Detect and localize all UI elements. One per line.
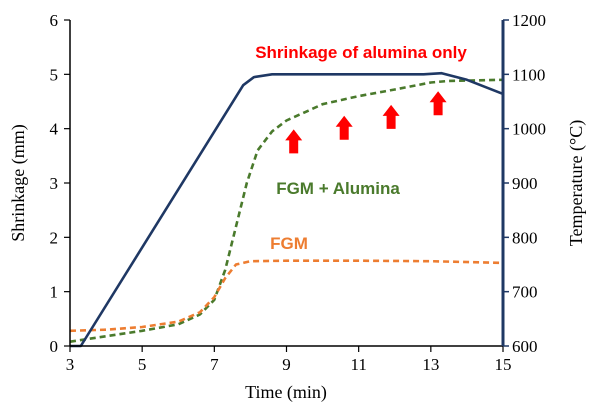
y2-tick-label: 900 <box>512 174 538 193</box>
y-tick-label: 5 <box>50 65 59 84</box>
y2-tick-label: 1100 <box>512 65 545 84</box>
annotation-alumina-only: Shrinkage of alumina only <box>255 43 467 62</box>
x-tick-label: 15 <box>495 355 512 374</box>
x-axis-title: Time (min) <box>245 382 327 402</box>
y2-tick-label: 700 <box>512 283 538 302</box>
red-up-arrow <box>285 129 303 154</box>
y-tick-label: 2 <box>50 228 59 247</box>
y-tick-label: 4 <box>50 120 59 139</box>
y-axis-title: Shrinkage (mm) <box>8 124 29 241</box>
red-up-arrow <box>335 115 353 140</box>
series-line-0 <box>69 78 504 343</box>
y2-tick-label: 800 <box>512 228 538 247</box>
y2-tick-label: 1200 <box>512 11 546 30</box>
x-tick-label: 11 <box>350 355 366 374</box>
ticks-layer: 3 5 7 9 11 13 15 0 1 2 3 4 5 6 600 700 800 900 1000 1100 120… <box>50 11 547 374</box>
x-tick-label: 3 <box>66 355 75 374</box>
y2-tick-label: 1000 <box>512 120 546 139</box>
y-tick-label: 6 <box>50 11 59 30</box>
annotation-fgm-alumina: FGM + Alumina <box>276 179 400 198</box>
arrows-layer <box>285 91 447 154</box>
x-tick-label: 9 <box>282 355 291 374</box>
x-tick-label: 13 <box>422 355 439 374</box>
red-up-arrow <box>429 91 447 116</box>
y2-tick-label: 600 <box>512 337 538 356</box>
y-tick-label: 3 <box>50 174 59 193</box>
red-up-arrow <box>382 104 400 129</box>
y2-axis-title: Temperature (°C) <box>566 120 587 246</box>
annotation-fgm: FGM <box>270 234 308 253</box>
y-tick-label: 0 <box>50 337 59 356</box>
series-line-1 <box>69 259 504 333</box>
series-line-2 <box>70 71 504 348</box>
series-layer <box>69 71 504 348</box>
x-tick-label: 5 <box>138 355 147 374</box>
y-tick-label: 1 <box>50 283 59 302</box>
x-tick-label: 7 <box>210 355 219 374</box>
